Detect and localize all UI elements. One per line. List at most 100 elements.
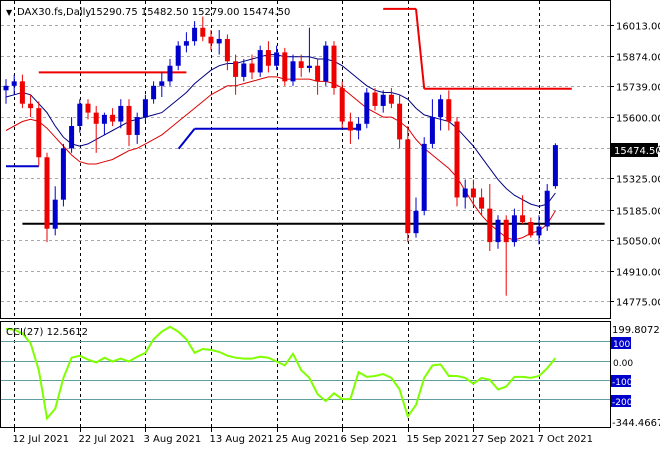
y-axis-ticks: 14775.00 14910.00 15050.00 15185.00 15325.00…	[610, 22, 660, 309]
candle-body-up	[462, 188, 468, 198]
level-minus200-box	[611, 395, 631, 407]
candle-body-down	[233, 61, 239, 77]
time-tick-label: 27 Sep 2021	[472, 434, 535, 445]
candle-body-down	[454, 121, 460, 198]
price-tick-label: 15185.00	[616, 207, 660, 218]
price-tick-label: 15600.00	[616, 114, 660, 125]
price-tick-label: 15874.00	[616, 53, 660, 64]
price-tick-label: 15739.00	[616, 83, 660, 94]
candle-body-down	[405, 139, 411, 234]
level-100-box	[611, 337, 631, 349]
candle-body-up	[552, 145, 558, 187]
candle-body-up	[257, 50, 263, 73]
time-tick-label: 3 Aug 2021	[144, 434, 202, 445]
candle-body-up	[101, 114, 107, 124]
price-tick-label: 14775.00	[616, 298, 660, 309]
price-tick-label: 14910.00	[616, 268, 660, 279]
candle-body-down	[470, 188, 476, 198]
indicator-panel-frame	[0, 321, 611, 428]
candle-body-up	[511, 215, 517, 243]
time-tick-label: 12 Jul 2021	[13, 434, 70, 445]
candle-body-down	[200, 27, 206, 37]
level-0-label: 0.00	[613, 359, 633, 369]
time-tick-label: 7 Oct 2021	[538, 434, 593, 445]
candle-body-down	[224, 38, 230, 62]
candle-body-up	[364, 92, 370, 124]
candle-body-down	[93, 112, 99, 124]
candle-body-up	[175, 45, 181, 66]
candle-body-up	[216, 38, 222, 44]
candle-body-up	[544, 190, 550, 227]
candle-body-down	[487, 208, 493, 243]
indicator-levels	[1, 341, 610, 400]
candle-body-down	[520, 215, 526, 223]
time-tick-label: 25 Aug 2021	[276, 434, 340, 445]
time-tick-label: 6 Sep 2021	[341, 434, 398, 445]
resistance-connector	[415, 8, 426, 89]
candle-body-down	[298, 61, 304, 68]
cci-title: CCI(27) 12.5612	[6, 327, 88, 338]
cci-top-label: 199.8072	[612, 325, 660, 336]
candle-body-up	[495, 219, 501, 243]
candle-body-down	[282, 52, 288, 82]
candle-body-up	[151, 85, 157, 100]
candle-body-down	[19, 81, 25, 104]
symbol-label: DAX30.fs,Daily	[17, 7, 91, 18]
candle-body-up	[142, 99, 148, 118]
candle-body-up	[429, 117, 435, 144]
candle-body-down	[208, 36, 214, 44]
candle-body-down	[28, 103, 34, 109]
candle-body-up	[134, 117, 140, 135]
candle-body-up	[323, 45, 329, 82]
candle-body-up	[60, 148, 66, 200]
moving-average-fast	[5, 54, 556, 207]
candle-body-up	[183, 41, 189, 46]
candle-body-up	[306, 65, 312, 68]
candle-body-down	[85, 103, 91, 113]
candle-body-down	[397, 103, 403, 140]
level-minus100-box	[611, 375, 631, 387]
candle-body-up	[11, 81, 17, 86]
level-100-label: 100	[613, 340, 630, 350]
collapse-arrow-icon[interactable]: ▼	[6, 8, 13, 17]
candle-body-up	[421, 143, 427, 211]
candle-body-down	[331, 45, 337, 89]
candle-body-up	[159, 81, 165, 86]
candle-body-up	[290, 61, 296, 82]
candle-body-up	[52, 199, 58, 229]
ohlc-label: 15290.75 15482.50 15279.00 15474.50	[90, 7, 290, 18]
candle-body-up	[356, 123, 362, 131]
candle-body-down	[347, 121, 353, 131]
level-minus100-label: -100	[612, 378, 633, 388]
candle-body-up	[192, 27, 198, 42]
candles	[3, 16, 558, 296]
current-price-label: 15474.50	[614, 146, 660, 157]
candle-body-down	[339, 88, 345, 122]
envelope-connector	[177, 128, 196, 150]
grid	[1, 1, 610, 427]
time-tick-label: 13 Aug 2021	[210, 434, 274, 445]
candle-body-up	[438, 99, 444, 118]
price-panel-frame	[0, 0, 611, 319]
candle-body-up	[167, 65, 173, 82]
candle-body-down	[249, 63, 255, 73]
candle-body-down	[388, 94, 394, 104]
candle-body-up	[3, 85, 9, 91]
candle-body-down	[528, 222, 534, 236]
cci-line	[5, 325, 557, 421]
price-tick-label: 15050.00	[616, 237, 660, 248]
time-tick-label: 15 Sep 2021	[407, 434, 470, 445]
time-tick-label: 22 Jul 2021	[79, 434, 136, 445]
candle-body-up	[241, 63, 247, 77]
candle-body-up	[536, 226, 542, 236]
price-tick-label: 16013.00	[616, 22, 660, 33]
candle-body-down	[503, 219, 509, 243]
candle-body-up	[118, 105, 124, 122]
candle-body-down	[372, 92, 378, 106]
candle-body-up	[380, 94, 386, 106]
candle-body-down	[126, 105, 132, 135]
candle-body-up	[69, 126, 75, 149]
